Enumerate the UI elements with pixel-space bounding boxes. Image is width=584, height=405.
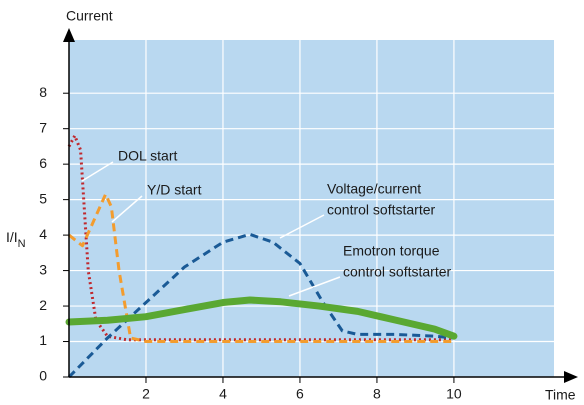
annotation: control softstarter — [327, 202, 435, 218]
x-axis-label: Time — [545, 387, 576, 403]
y-tick-label: 8 — [39, 84, 47, 100]
y-tick-label: 2 — [39, 297, 47, 313]
y-axis-label: I/IN — [6, 229, 26, 250]
y-tick-label: 7 — [39, 119, 47, 135]
annotation: Emotron torque — [343, 243, 440, 259]
x-tick-label: 10 — [446, 386, 462, 402]
y-axis-arrow — [63, 28, 75, 42]
y-axis-label-sub: N — [18, 238, 26, 250]
y-tick-label: 3 — [39, 261, 47, 277]
x-tick-label: 6 — [296, 386, 304, 402]
x-tick-label: 2 — [142, 386, 150, 402]
y-tick-label: 1 — [39, 332, 47, 348]
line-series — [67, 232, 455, 379]
plot-background — [69, 40, 554, 377]
y-axis-label-main: I/I — [6, 229, 18, 245]
chart-title: Current — [66, 8, 113, 24]
annotation-leader — [111, 195, 143, 223]
line-series — [67, 134, 454, 342]
annotation-leader — [279, 214, 325, 239]
line-series — [65, 296, 458, 340]
y-tick-label: 5 — [39, 190, 47, 206]
y-tick-label: 0 — [39, 368, 47, 384]
annotation: DOL start — [118, 148, 177, 164]
x-axis-arrow — [564, 371, 578, 383]
x-tick-label: 4 — [219, 386, 227, 402]
x-tick-label: 8 — [373, 386, 381, 402]
annotation: Y/D start — [147, 182, 202, 198]
annotation: control softstarter — [343, 264, 451, 280]
annotation-leader — [81, 161, 114, 182]
y-tick-label: 6 — [39, 155, 47, 171]
annotation-leader — [288, 276, 341, 297]
annotation: Voltage/current — [327, 181, 421, 197]
y-tick-label: 4 — [39, 226, 47, 242]
